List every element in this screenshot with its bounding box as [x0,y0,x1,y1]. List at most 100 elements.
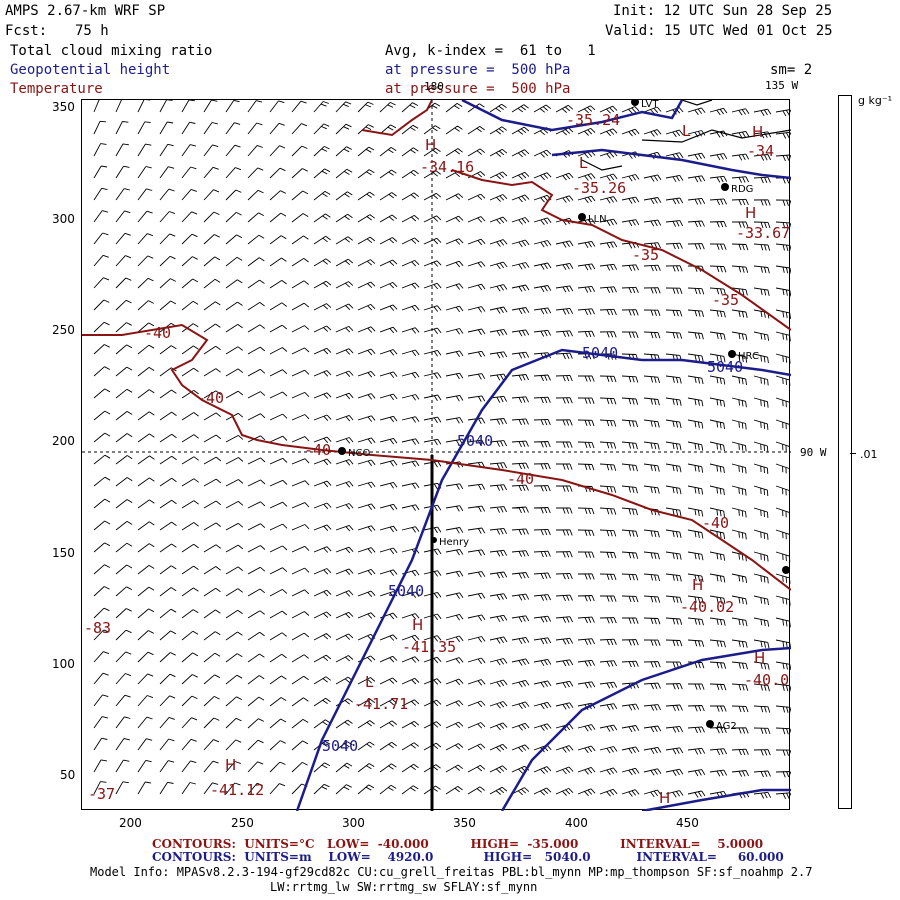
wind-barb [555,529,573,536]
wind-barb [709,153,728,161]
wind-barb [753,441,769,453]
wind-barb [643,661,661,668]
wind-barb [731,265,749,273]
wind-barb [577,263,596,271]
wind-barb [709,198,727,206]
wind-barb [423,282,442,290]
wind-barb [643,463,660,472]
wind-barb [203,189,220,201]
wind-barb [225,368,244,377]
wind-barb [709,265,727,273]
wind-barb [423,438,442,446]
wind-barb [731,705,749,713]
wind-barb [247,189,264,201]
wind-barb [137,255,154,267]
wind-barb [643,529,660,538]
wind-barb [423,394,442,401]
wind-barb [313,633,332,641]
wind-barb [115,188,131,201]
wind-barb [577,681,596,689]
wind-barb [555,240,574,248]
wind-barb [555,702,574,710]
wind-barb [621,128,640,137]
wind-barb [93,672,109,685]
wind-barb [291,100,307,113]
wind-barb [401,215,420,223]
wind-barb [621,595,639,603]
wind-barb [137,300,154,311]
wind-barb [225,122,241,135]
wind-barb [622,617,639,624]
wind-barb [247,588,266,597]
wind-barb [445,350,464,357]
wind-barb [93,210,109,223]
wind-barb [159,630,177,641]
wind-barb [665,375,682,384]
low-marker: L [365,673,374,691]
wind-barb [533,528,551,536]
wind-barb [687,287,705,295]
wind-barb [137,455,155,465]
wind-barb [137,233,154,245]
wind-barb [445,657,464,664]
wind-barb [379,237,398,245]
wind-barb [753,331,770,341]
wind-barb [225,631,243,641]
wind-barb [313,145,330,157]
wind-barb [93,120,107,135]
wind-barb [621,682,640,689]
wind-barb [687,790,706,798]
wind-barb [335,459,354,466]
wind-barb [753,287,770,296]
wind-barb [577,724,596,732]
model-info-physics: LW:rrtmg_lw SW:rrtmg_sw SFLAY:sf_mynn [270,880,538,894]
wind-barb [115,759,130,773]
wind-barb [115,366,133,377]
wind-barb [533,485,551,492]
wind-barb [357,146,375,157]
wind-barb [467,350,486,358]
wind-barb [599,681,618,689]
wind-barb [247,782,263,795]
wind-barb [731,287,748,296]
station-lvt-marker [631,98,639,106]
wind-barb [93,410,111,421]
wind-barb [621,463,638,472]
wind-barb [599,150,618,159]
wind-barb [599,507,617,515]
wind-barb [291,258,309,267]
wind-barb [533,744,552,753]
longitude-180-label: 180 [424,80,444,93]
wind-barb [379,784,397,795]
wind-barb [225,588,243,597]
wind-barb [225,739,242,751]
wind-barb [709,573,726,583]
wind-barb [445,743,464,751]
wind-barb [687,197,706,205]
wind-barb [423,699,442,707]
wind-barb [577,573,595,580]
wind-barb [225,717,242,729]
wind-barb [709,331,726,340]
colorbar [838,95,852,809]
wind-barb [401,460,420,467]
wind-barb [775,353,791,364]
wind-barb [247,479,266,487]
wind-barb [291,719,309,729]
wind-barb [511,572,530,579]
wind-barb [313,191,331,201]
wind-barb [291,145,308,157]
wind-barb [159,278,176,289]
wind-barb [225,189,242,201]
wind-barb [775,287,792,297]
wind-barb [775,771,793,778]
wind-barb [621,419,639,428]
wind-barb [115,210,131,223]
wind-barb [159,565,177,575]
wind-barb [225,99,240,113]
wind-barb [577,702,596,710]
wind-barb [269,718,287,729]
wind-barb [115,651,132,663]
wind-barb [357,612,376,619]
wind-barb [269,235,287,245]
